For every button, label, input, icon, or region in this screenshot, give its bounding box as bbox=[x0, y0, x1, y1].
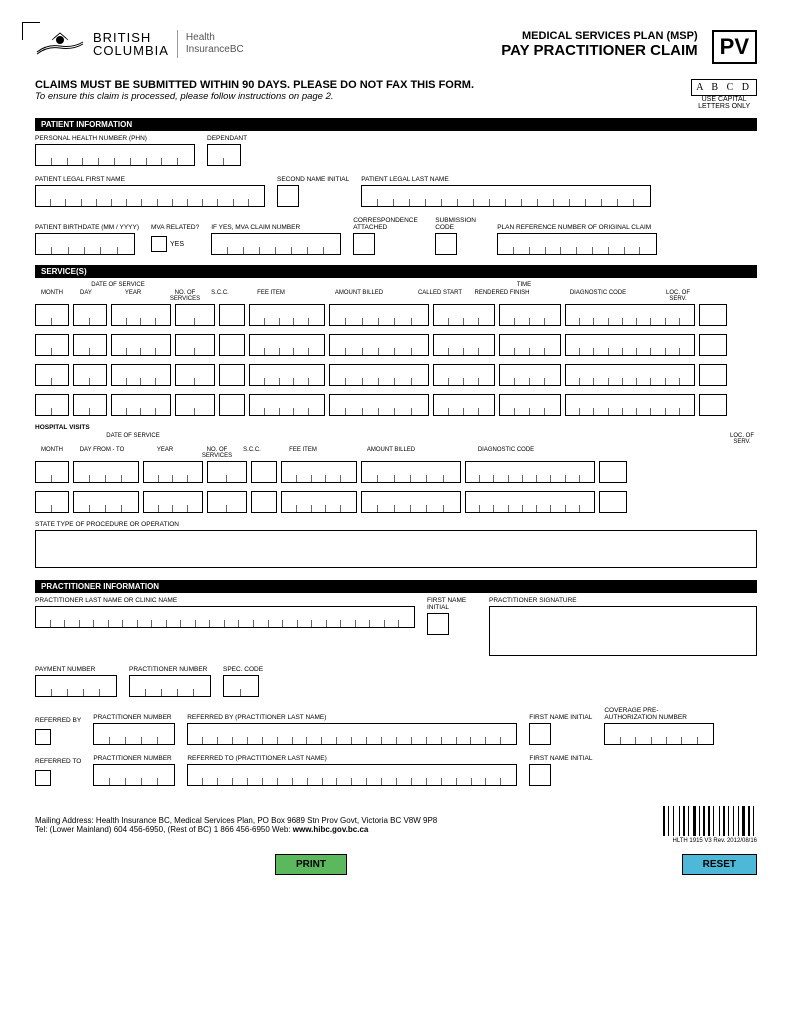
hospital-column-headers: DATE OF SERVICE LOC. OF SERV. bbox=[35, 433, 757, 445]
service-row[interactable] bbox=[35, 394, 757, 416]
hospital-column-subheaders: MONTH DAY FROM - TO YEAR NO. OF SERVICES… bbox=[35, 447, 757, 459]
referred-to-initial-field[interactable]: FIRST NAME INITIAL bbox=[529, 755, 592, 786]
hospital-row[interactable] bbox=[35, 461, 757, 483]
referred-to-name-field[interactable]: REFERRED TO (PRACTITIONER LAST NAME) bbox=[187, 755, 517, 786]
second-initial-field[interactable]: SECOND NAME INITIAL bbox=[277, 176, 349, 207]
notice-row: CLAIMS MUST BE SUBMITTED WITHIN 90 DAYS.… bbox=[35, 79, 757, 110]
reset-button[interactable]: RESET bbox=[682, 854, 757, 875]
practitioner-name-field[interactable]: PRACTITIONER LAST NAME OR CLINIC NAME bbox=[35, 597, 415, 628]
header: BRITISH COLUMBIA Health InsuranceBC MEDI… bbox=[35, 30, 757, 64]
bc-logo-icon bbox=[35, 32, 85, 57]
spec-code-field[interactable]: SPEC. CODE bbox=[223, 666, 263, 697]
mva-field[interactable]: MVA RELATED? YES bbox=[151, 224, 199, 255]
coverage-field[interactable]: COVERAGE PRE-AUTHORIZATION NUMBER bbox=[604, 707, 714, 745]
mva-yes-checkbox[interactable] bbox=[151, 236, 167, 252]
referred-by-checkbox[interactable]: REFERRED BY bbox=[35, 717, 81, 745]
referred-by-name-field[interactable]: REFERRED BY (PRACTITIONER LAST NAME) bbox=[187, 714, 517, 745]
hospital-visits-label: HOSPITAL VISITS bbox=[35, 424, 757, 431]
services-section-header: SERVICE(S) bbox=[35, 265, 757, 278]
service-row[interactable] bbox=[35, 334, 757, 356]
logo-divider bbox=[177, 30, 178, 58]
referred-to-checkbox[interactable]: REFERRED TO bbox=[35, 758, 81, 786]
service-row[interactable] bbox=[35, 364, 757, 386]
procedure-field[interactable]: STATE TYPE OF PROCEDURE OR OPERATION bbox=[35, 521, 757, 568]
health-insurance-text: Health InsuranceBC bbox=[186, 32, 244, 56]
signature-field[interactable]: PRACTITIONER SIGNATURE bbox=[489, 597, 757, 656]
notice-text: CLAIMS MUST BE SUBMITTED WITHIN 90 DAYS.… bbox=[35, 79, 474, 102]
service-row[interactable] bbox=[35, 304, 757, 326]
service-column-headers: DATE OF SERVICE TIME bbox=[35, 282, 757, 288]
practitioner-section-header: PRACTITIONER INFORMATION bbox=[35, 580, 757, 593]
title-row: MEDICAL SERVICES PLAN (MSP) PAY PRACTITI… bbox=[501, 30, 757, 64]
mva-claim-field[interactable]: IF YES, MVA CLAIM NUMBER bbox=[211, 224, 341, 255]
submission-code-field[interactable]: SUBMISSION CODE bbox=[435, 217, 485, 255]
correspondence-field[interactable]: CORRESPONDENCE ATTACHED bbox=[353, 217, 423, 255]
province-name: BRITISH COLUMBIA bbox=[93, 31, 169, 57]
dependant-field[interactable]: DEPENDANT bbox=[207, 135, 247, 166]
first-name-field[interactable]: PATIENT LEGAL FIRST NAME bbox=[35, 176, 265, 207]
birthdate-field[interactable]: PATIENT BIRTHDATE (MM / YYYY) bbox=[35, 224, 139, 255]
plan-ref-field[interactable]: PLAN REFERENCE NUMBER OF ORIGINAL CLAIM bbox=[497, 224, 657, 255]
payment-number-field[interactable]: PAYMENT NUMBER bbox=[35, 666, 117, 697]
referred-by-number-field[interactable]: PRACTITIONER NUMBER bbox=[93, 714, 175, 745]
mailing-address: Mailing Address: Health Insurance BC, Me… bbox=[35, 816, 437, 834]
last-name-field[interactable]: PATIENT LEGAL LAST NAME bbox=[361, 176, 651, 207]
phn-field[interactable]: PERSONAL HEALTH NUMBER (PHN) bbox=[35, 135, 195, 166]
service-column-subheaders: MONTH DAY YEAR NO. OF SERVICES S.C.C. FE… bbox=[35, 290, 757, 302]
print-button[interactable]: PRINT bbox=[275, 854, 347, 875]
button-row: PRINT RESET bbox=[35, 854, 757, 875]
referred-to-number-field[interactable]: PRACTITIONER NUMBER bbox=[93, 755, 175, 786]
footer: Mailing Address: Health Insurance BC, Me… bbox=[35, 806, 757, 844]
patient-section-header: PATIENT INFORMATION bbox=[35, 118, 757, 131]
capital-letters-notice: A B C D USE CAPITAL LETTERS ONLY bbox=[691, 79, 757, 110]
barcode-block: HLTH 1915 V3 Rev. 2012/08/16 bbox=[663, 806, 757, 844]
form-title: MEDICAL SERVICES PLAN (MSP) PAY PRACTITI… bbox=[501, 30, 697, 59]
hospital-row[interactable] bbox=[35, 491, 757, 513]
referred-by-initial-field[interactable]: FIRST NAME INITIAL bbox=[529, 714, 592, 745]
practitioner-initial-field[interactable]: FIRST NAME INITIAL bbox=[427, 597, 477, 635]
logo-block: BRITISH COLUMBIA Health InsuranceBC bbox=[35, 30, 244, 58]
pv-box: PV bbox=[712, 30, 757, 64]
practitioner-number-field[interactable]: PRACTITIONER NUMBER bbox=[129, 666, 211, 697]
